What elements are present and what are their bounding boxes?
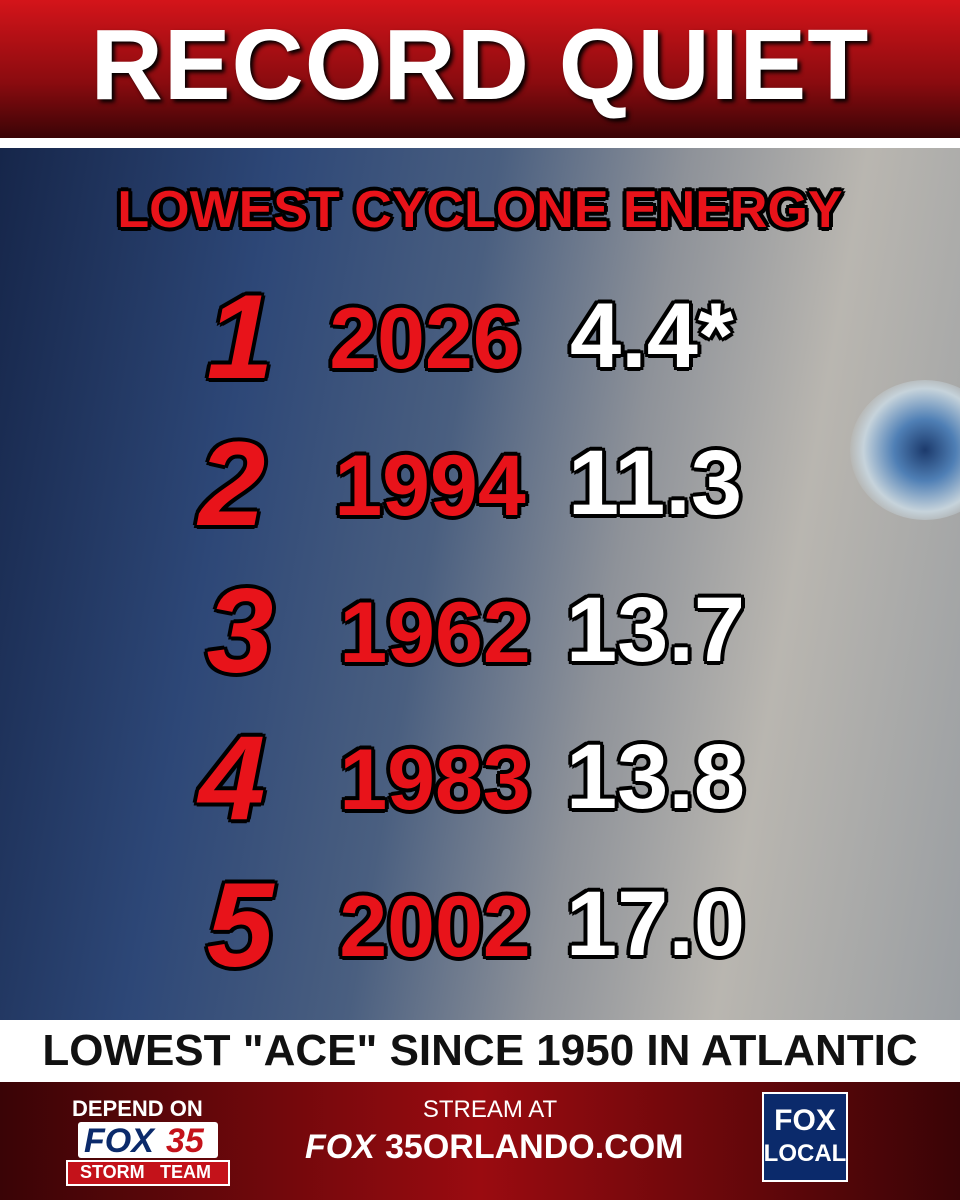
caption-bar: [0, 1020, 960, 1082]
footer-left-text: DEPEND ON: [72, 1096, 203, 1121]
ace-value: 17.0: [566, 873, 746, 975]
year: 1983: [339, 732, 531, 828]
site-url: 35ORLANDO.COM: [385, 1128, 684, 1166]
rank: 1: [206, 270, 274, 404]
local-logo-box: [762, 1092, 848, 1182]
rank: 3: [206, 564, 274, 698]
hurricane-eye: [850, 380, 960, 520]
logo-brand: FOX: [84, 1122, 154, 1160]
rank: 5: [206, 858, 274, 992]
year: 1962: [339, 585, 531, 681]
team-word2: TEAM: [160, 1162, 211, 1182]
rank: 4: [198, 711, 266, 845]
storm-background: [0, 148, 960, 1020]
logo-number: 35: [166, 1122, 204, 1160]
local-logo-word: LOCAL: [763, 1140, 847, 1167]
site-brand: FOX: [305, 1128, 375, 1166]
rank: 2: [198, 417, 266, 551]
ace-value: 13.7: [566, 579, 746, 681]
year: 2026: [329, 291, 521, 387]
local-logo-brand: FOX: [774, 1104, 836, 1137]
team-box: [66, 1160, 230, 1186]
title: RECORD QUIET: [90, 9, 870, 121]
logo-box: [78, 1122, 218, 1158]
ace-value: 4.4*: [570, 285, 734, 387]
year: 1994: [334, 438, 526, 534]
year: 2002: [339, 879, 531, 975]
team-word1: STORM: [80, 1162, 145, 1182]
caption: LOWEST "ACE" SINCE 1950 IN ATLANTIC: [42, 1026, 918, 1075]
stream-label: STREAM AT: [422, 1096, 558, 1123]
divider: [0, 138, 960, 148]
ace-value: 13.8: [566, 726, 746, 828]
ace-value: 11.3: [568, 432, 742, 534]
header-bar: [0, 0, 960, 138]
subtitle: LOWEST CYCLONE ENERGY: [117, 181, 843, 239]
